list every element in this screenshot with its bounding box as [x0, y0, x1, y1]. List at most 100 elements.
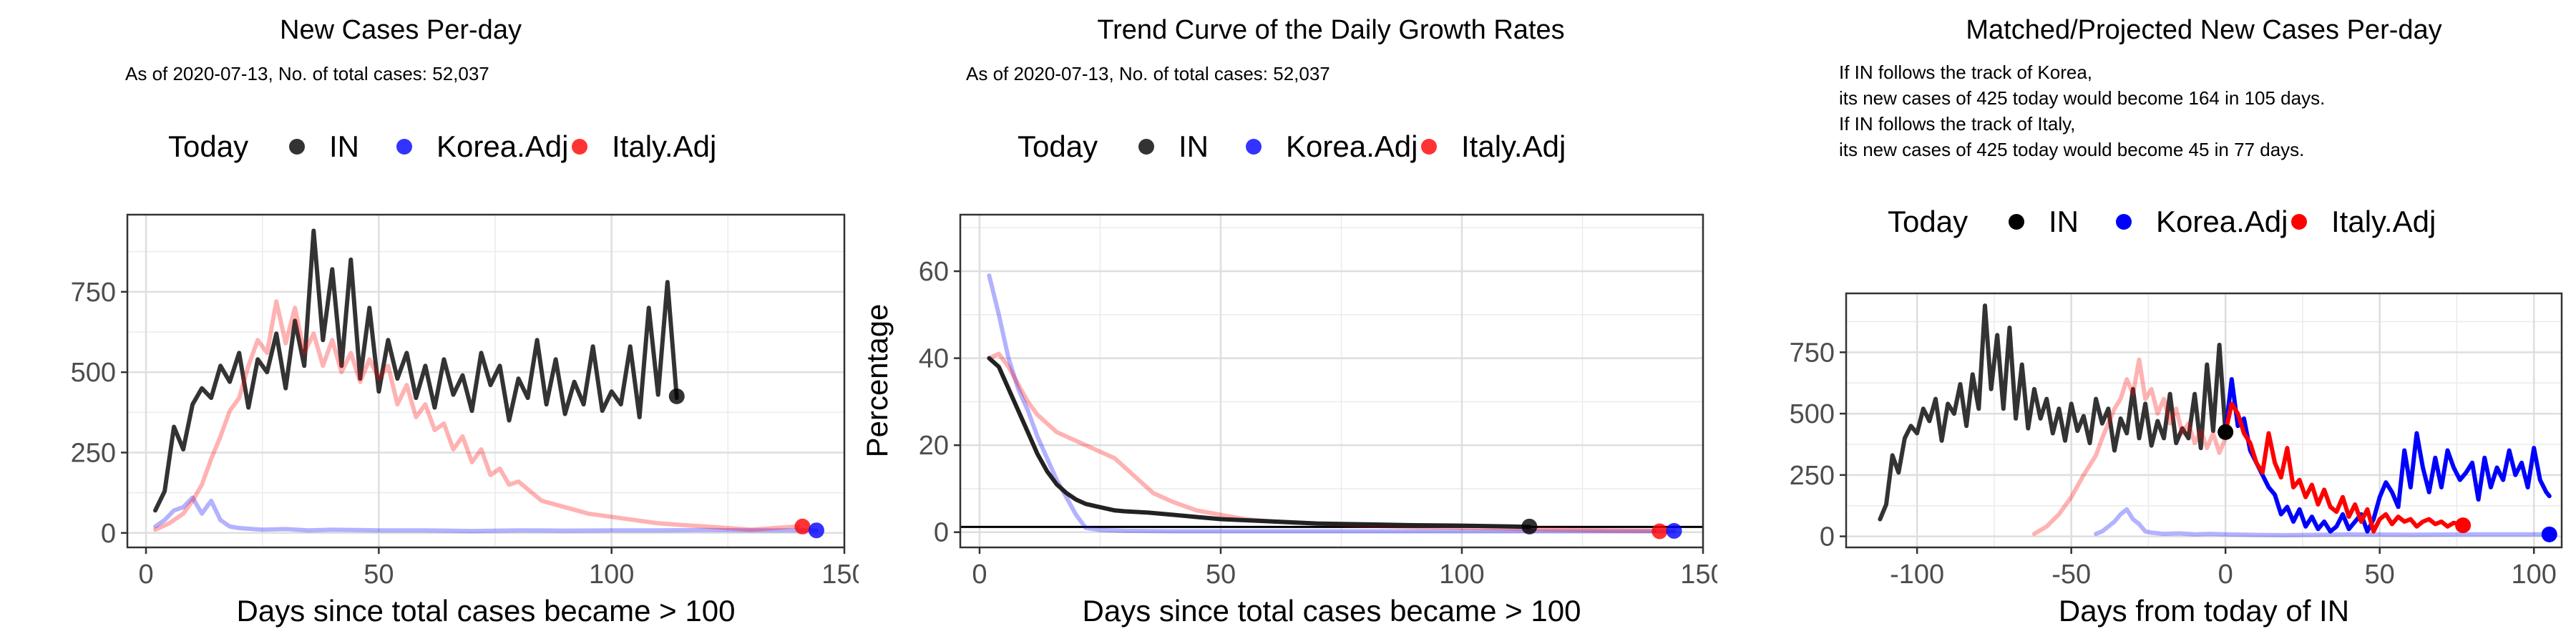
today-point-korea-adj — [1666, 522, 1682, 539]
y-tick-label: 750 — [1790, 338, 1835, 368]
chart-title: Matched/Projected New Cases Per-day — [1966, 15, 2441, 45]
x-tick-label: 100 — [1439, 560, 1484, 590]
svg-text:IN: IN — [2049, 205, 2079, 238]
today-point-italy-adj — [794, 518, 811, 535]
x-axis-title: Days since total cases became > 100 — [1083, 594, 1581, 628]
svg-text:Korea.Adj: Korea.Adj — [1286, 130, 1418, 163]
plot-background — [960, 215, 1703, 547]
svg-text:Korea.Adj: Korea.Adj — [436, 130, 568, 163]
svg-text:Italy.Adj: Italy.Adj — [612, 130, 716, 163]
svg-text:Italy.Adj: Italy.Adj — [2331, 205, 2436, 238]
y-axis-title: Percentage — [860, 304, 894, 458]
svg-text:As of 2020-07-13, No. of total: As of 2020-07-13, No. of total cases: 52… — [125, 63, 489, 84]
svg-text:Today: Today — [1018, 130, 1098, 163]
legend-marker-italy — [572, 139, 587, 155]
x-tick-label: 50 — [1206, 560, 1236, 590]
svg-text:Today: Today — [1888, 205, 1968, 238]
series-line-korea-adj-projected — [2223, 377, 2552, 534]
svg-text:Korea.Adj: Korea.Adj — [2156, 205, 2288, 238]
series-line-in — [987, 356, 1532, 530]
panel-growth-rates: Trend Curve of the Daily Growth Rates As… — [859, 0, 1717, 644]
x-axis-title: Days from today of IN — [2059, 594, 2349, 628]
series-line-italy-adj-matched — [2031, 357, 2228, 537]
svg-text:As of 2020-07-13, No. of total: As of 2020-07-13, No. of total cases: 52… — [966, 63, 1330, 84]
x-tick-label: 50 — [2365, 560, 2395, 590]
chart-growth-rates: Trend Curve of the Daily Growth Rates As… — [860, 15, 1717, 628]
series-line-in — [153, 228, 679, 513]
svg-text:its new cases of 425 today wou: its new cases of 425 today would become … — [1839, 139, 2304, 160]
y-tick-label: 750 — [71, 278, 116, 308]
today-point-in — [1521, 518, 1538, 535]
x-tick-label: -100 — [1890, 560, 1944, 590]
svg-text:If IN follows the track of Kor: If IN follows the track of Korea, — [1839, 62, 2092, 83]
svg-text:IN: IN — [1179, 130, 1209, 163]
x-tick-label: 0 — [972, 560, 987, 590]
x-tick-label: 150 — [821, 560, 859, 590]
series-line-korea-adj — [987, 273, 1677, 534]
legend: Today IN Korea.Adj Italy.Adj — [1888, 205, 2436, 238]
x-tick-label: 0 — [138, 560, 153, 590]
x-tick-label: 100 — [2512, 560, 2557, 590]
x-tick-label: 50 — [364, 560, 394, 590]
series-line-korea-adj-matched — [2094, 507, 2552, 537]
y-tick-label: 500 — [1790, 399, 1835, 429]
x-tick-label: 100 — [589, 560, 634, 590]
chart-title: New Cases Per-day — [280, 15, 522, 45]
plot-area: 0 50 100 150 0 250 500 750 — [71, 213, 859, 590]
plot-border — [959, 213, 1704, 549]
today-point-italy-adj — [1652, 523, 1668, 540]
y-tick-label: 40 — [919, 344, 949, 374]
series-layer — [153, 228, 819, 534]
today-point-korea-adj — [808, 522, 824, 539]
chart-subtitle: As of 2020-07-13, No. of total cases: 52… — [966, 63, 1330, 84]
y-tick-label: 0 — [934, 518, 949, 548]
y-tick-label: 60 — [919, 257, 949, 287]
legend-marker-italy — [2291, 214, 2307, 230]
legend: Today IN Korea.Adj Italy.Adj — [168, 130, 716, 163]
today-point-italy-adj — [2455, 517, 2472, 534]
series-line-in — [1878, 303, 2228, 522]
chart-subtitle: If IN follows the track of Korea, its ne… — [1839, 62, 2325, 160]
legend-marker-in — [2009, 214, 2024, 230]
plot-background — [127, 215, 844, 547]
today-point-in — [668, 388, 685, 404]
y-tick-label: 20 — [919, 431, 949, 461]
svg-text:Italy.Adj: Italy.Adj — [1461, 130, 1566, 163]
chart-title: Trend Curve of the Daily Growth Rates — [1097, 15, 1564, 45]
legend: Today IN Korea.Adj Italy.Adj — [1018, 130, 1566, 163]
x-tick-label: 0 — [2218, 560, 2233, 590]
plot-border — [1845, 292, 2563, 549]
plot-area: 0 50 100 150 0 20 40 60 — [919, 213, 1717, 590]
legend-marker-korea — [1246, 139, 1262, 155]
y-tick-label: 0 — [101, 519, 116, 549]
y-tick-label: 250 — [1790, 461, 1835, 491]
panel-matched-projected: Matched/Projected New Cases Per-day If I… — [1717, 0, 2576, 644]
plot-border — [126, 213, 846, 549]
series-line-italy-adj — [153, 299, 800, 532]
svg-text:IN: IN — [329, 130, 359, 163]
series-layer — [1878, 303, 2552, 537]
y-tick-label: 250 — [71, 438, 116, 468]
svg-text:If IN follows the track of Ita: If IN follows the track of Italy, — [1839, 113, 2075, 135]
chart-subtitle: As of 2020-07-13, No. of total cases: 52… — [125, 63, 489, 84]
svg-text:its new cases of 425 today wou: its new cases of 425 today would become … — [1839, 87, 2325, 109]
legend-marker-in — [1138, 139, 1154, 155]
legend-marker-italy — [1421, 139, 1437, 155]
series-layer — [960, 273, 1703, 534]
svg-text:Today: Today — [168, 130, 248, 163]
series-line-italy-adj-projected — [2223, 401, 2466, 534]
chart-matched-projected: Matched/Projected New Cases Per-day If I… — [1790, 15, 2563, 628]
plot-area: -100 -50 0 50 100 0 250 500 750 — [1790, 292, 2563, 590]
panel-new-cases: New Cases Per-day As of 2020-07-13, No. … — [0, 0, 859, 644]
x-tick-label: -50 — [2051, 560, 2091, 590]
x-tick-label: 150 — [1680, 560, 1717, 590]
x-axis-title: Days since total cases became > 100 — [237, 594, 736, 628]
today-point-korea-adj — [2541, 526, 2557, 542]
legend-marker-korea — [396, 139, 412, 155]
series-line-korea-adj — [153, 495, 819, 534]
chart-new-cases: New Cases Per-day As of 2020-07-13, No. … — [71, 15, 859, 628]
y-tick-label: 500 — [71, 358, 116, 388]
y-tick-label: 0 — [1820, 522, 1835, 552]
today-point-in — [2218, 424, 2234, 440]
legend-marker-in — [289, 139, 305, 155]
